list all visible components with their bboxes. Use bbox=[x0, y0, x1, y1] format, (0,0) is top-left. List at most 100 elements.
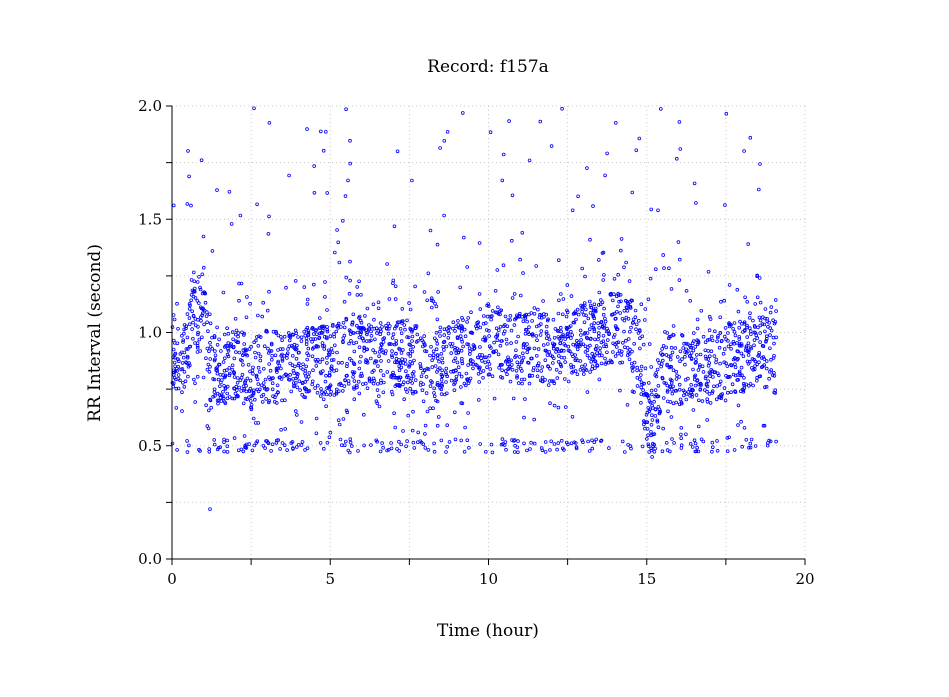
data-point bbox=[365, 306, 370, 311]
data-point bbox=[400, 321, 404, 325]
data-point bbox=[192, 279, 197, 284]
data-point bbox=[613, 324, 618, 328]
data-point bbox=[481, 375, 485, 380]
data-point bbox=[382, 336, 387, 340]
data-point bbox=[696, 449, 701, 454]
data-point bbox=[448, 341, 453, 346]
data-point bbox=[267, 289, 271, 294]
data-point bbox=[263, 377, 268, 382]
x-tick-label: 5 bbox=[325, 570, 335, 588]
data-point bbox=[669, 345, 674, 350]
data-point bbox=[650, 403, 654, 408]
data-point bbox=[198, 349, 203, 353]
data-point bbox=[232, 436, 237, 440]
data-point bbox=[607, 446, 611, 450]
data-point bbox=[323, 379, 328, 384]
data-point bbox=[758, 162, 762, 166]
data-point bbox=[346, 448, 351, 453]
data-point bbox=[370, 370, 375, 374]
data-point bbox=[691, 331, 696, 335]
data-point bbox=[223, 356, 227, 361]
data-point bbox=[522, 415, 526, 420]
data-point bbox=[322, 344, 327, 348]
data-point bbox=[293, 328, 298, 333]
data-point bbox=[624, 260, 628, 265]
data-point bbox=[665, 390, 670, 394]
data-point bbox=[412, 446, 417, 450]
data-point bbox=[241, 362, 245, 367]
data-point bbox=[583, 344, 588, 349]
data-point bbox=[195, 345, 200, 350]
data-point bbox=[485, 365, 489, 370]
data-point bbox=[237, 350, 242, 355]
data-point bbox=[480, 359, 484, 363]
data-point bbox=[583, 363, 587, 367]
data-point bbox=[679, 425, 684, 430]
data-point bbox=[587, 449, 592, 453]
data-point bbox=[435, 317, 440, 322]
data-point bbox=[715, 439, 719, 443]
data-point bbox=[774, 309, 778, 313]
data-point bbox=[492, 340, 496, 345]
data-point bbox=[312, 191, 317, 195]
data-point bbox=[478, 345, 482, 349]
data-point bbox=[750, 357, 755, 361]
data-point bbox=[735, 287, 740, 292]
data-point bbox=[202, 290, 207, 295]
data-point bbox=[352, 387, 356, 391]
data-point bbox=[470, 331, 475, 335]
data-point bbox=[613, 317, 618, 321]
data-point bbox=[274, 392, 279, 397]
data-point bbox=[293, 409, 298, 413]
data-point bbox=[280, 338, 284, 343]
data-point bbox=[314, 332, 319, 337]
data-point bbox=[694, 201, 698, 205]
data-point bbox=[447, 325, 451, 329]
data-point bbox=[344, 275, 349, 280]
data-point bbox=[376, 394, 381, 398]
data-point bbox=[171, 313, 176, 317]
data-point bbox=[754, 333, 758, 338]
data-point bbox=[429, 296, 434, 301]
data-point bbox=[243, 381, 247, 386]
data-point bbox=[477, 292, 482, 296]
data-point bbox=[706, 349, 711, 353]
data-point bbox=[323, 280, 327, 284]
data-point bbox=[646, 297, 651, 302]
data-point bbox=[228, 371, 232, 376]
data-point bbox=[689, 382, 693, 387]
data-point bbox=[226, 354, 231, 359]
data-point bbox=[243, 445, 247, 450]
data-point bbox=[625, 346, 630, 350]
data-point bbox=[328, 383, 333, 388]
data-point bbox=[704, 374, 708, 379]
data-point bbox=[234, 394, 239, 399]
data-point bbox=[622, 265, 626, 270]
data-point bbox=[226, 347, 230, 351]
data-point bbox=[352, 397, 357, 402]
data-point bbox=[580, 266, 584, 271]
data-point bbox=[714, 397, 719, 402]
data-point bbox=[381, 380, 386, 385]
data-point bbox=[352, 385, 356, 390]
data-point bbox=[602, 306, 606, 311]
data-point bbox=[670, 391, 675, 396]
data-point bbox=[622, 450, 627, 454]
data-point bbox=[304, 339, 309, 344]
data-point bbox=[579, 303, 583, 308]
data-point bbox=[398, 375, 402, 380]
data-point bbox=[614, 345, 619, 349]
data-point bbox=[455, 360, 460, 365]
data-point bbox=[345, 364, 349, 369]
data-point bbox=[771, 335, 776, 340]
data-point bbox=[699, 382, 703, 386]
data-point bbox=[678, 349, 683, 354]
data-point bbox=[575, 307, 580, 312]
data-point bbox=[366, 327, 371, 331]
data-point bbox=[669, 387, 674, 392]
data-point bbox=[190, 327, 194, 331]
data-point bbox=[494, 334, 498, 339]
data-point bbox=[677, 120, 682, 124]
data-point bbox=[620, 360, 625, 365]
data-point bbox=[282, 334, 287, 339]
